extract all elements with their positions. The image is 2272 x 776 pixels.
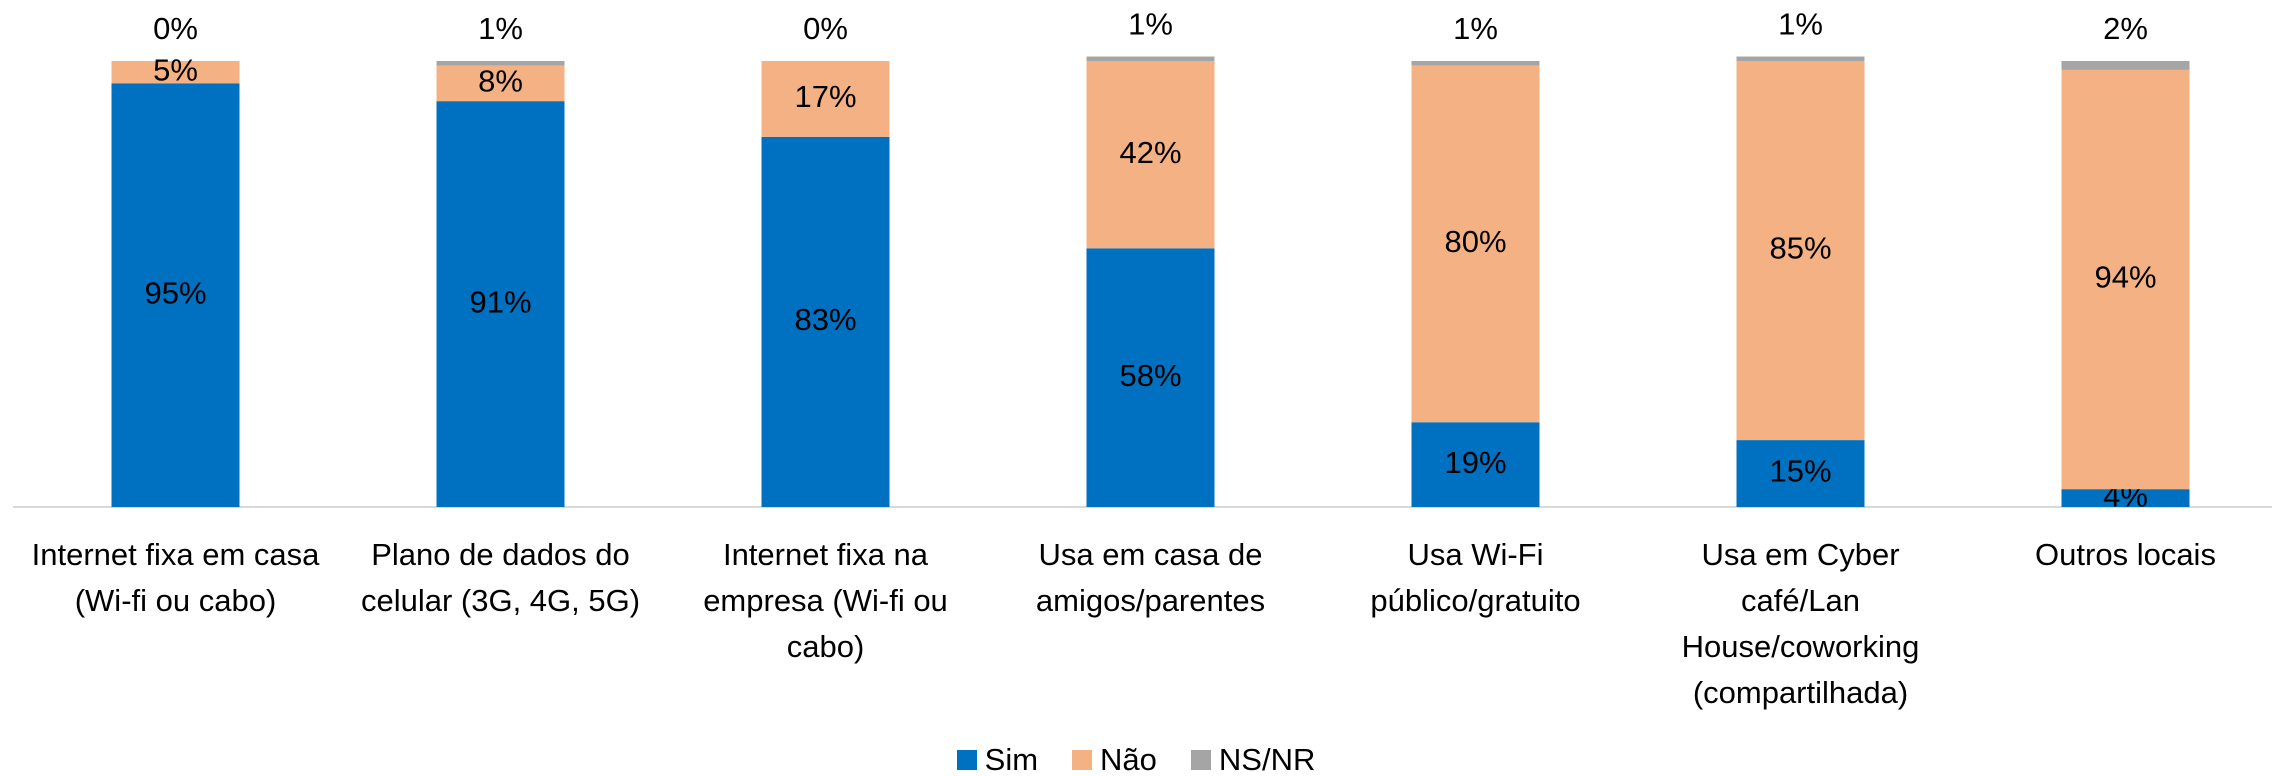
bar-segment	[436, 101, 565, 507]
legend-item: NS/NR	[1190, 742, 1316, 776]
x-tick-label: Usa em Cyber café/Lan House/coworking (c…	[1681, 537, 1920, 710]
legend-label: NS/NR	[1218, 742, 1316, 776]
bar-segment	[1411, 65, 1540, 423]
x-tick-label: Outros locais	[2035, 537, 2216, 572]
data-label: 8%	[478, 63, 523, 98]
x-tick-label: Plano de dados do celular (3G, 4G, 5G)	[360, 537, 641, 618]
x-tick-label: Internet fixa na empresa (Wi-fi ou cabo)	[703, 537, 948, 664]
legend-label: Não	[1100, 742, 1157, 776]
bar-segment	[1736, 61, 1865, 441]
data-label: 1%	[1453, 11, 1498, 46]
data-label: 94%	[2094, 260, 2156, 295]
data-label: 58%	[1119, 358, 1181, 393]
x-tick-label: Usa Wi-Fi público/gratuito	[1370, 537, 1581, 618]
legend: Sim Não NS/NR	[0, 742, 2272, 776]
data-label: 17%	[794, 79, 856, 114]
data-label: 1%	[1128, 7, 1173, 42]
bar-segment	[2061, 61, 2190, 70]
data-label: 95%	[144, 275, 206, 310]
bar-segment	[761, 61, 890, 137]
data-label: 0%	[153, 11, 198, 46]
data-label: 42%	[1119, 135, 1181, 170]
data-label: 83%	[794, 302, 856, 337]
data-label: 85%	[1769, 231, 1831, 266]
bar-segment	[1086, 61, 1215, 249]
bar-segment	[111, 61, 240, 84]
bar-segment	[436, 65, 565, 102]
bar-segment	[761, 136, 890, 507]
x-tick-label: Internet fixa em casa (Wi-fi ou cabo)	[31, 537, 320, 618]
bar-segment	[1736, 56, 1865, 61]
legend-swatch	[956, 750, 977, 770]
data-label: 0%	[803, 11, 848, 46]
bar-segment	[1411, 61, 1540, 66]
legend-label: Sim	[984, 742, 1039, 776]
data-label: 19%	[1444, 445, 1506, 480]
bar-segment	[1411, 422, 1540, 507]
legend-item: Sim	[956, 742, 1039, 776]
bar-segment	[1086, 248, 1215, 507]
data-label: 5%	[153, 52, 198, 87]
bar-segment	[2061, 489, 2190, 507]
data-label: 80%	[1444, 224, 1506, 259]
legend-swatch	[1072, 750, 1093, 770]
bar-segment	[2061, 69, 2190, 490]
legend-swatch	[1190, 750, 1211, 770]
data-label: 15%	[1769, 454, 1831, 489]
bar-segment	[1086, 56, 1215, 61]
data-label: 1%	[478, 11, 523, 46]
data-label: 91%	[469, 284, 531, 319]
bar-segment	[1736, 440, 1865, 507]
x-tick-label: Usa em casa de amigos/parentes	[1035, 537, 1266, 618]
data-label: 2%	[2103, 11, 2148, 46]
bar-segment	[111, 83, 240, 508]
bar-segment	[436, 61, 565, 66]
legend-item: Não	[1072, 742, 1157, 776]
data-label: 1%	[1778, 7, 1823, 42]
